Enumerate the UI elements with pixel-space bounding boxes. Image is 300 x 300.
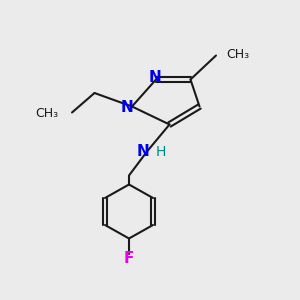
Text: CH₃: CH₃ [226,48,250,61]
Text: F: F [124,251,134,266]
Text: CH₃: CH₃ [35,107,58,120]
Text: N: N [136,144,149,159]
Text: H: H [155,145,166,158]
Text: N: N [121,100,134,115]
Text: N: N [148,70,161,85]
